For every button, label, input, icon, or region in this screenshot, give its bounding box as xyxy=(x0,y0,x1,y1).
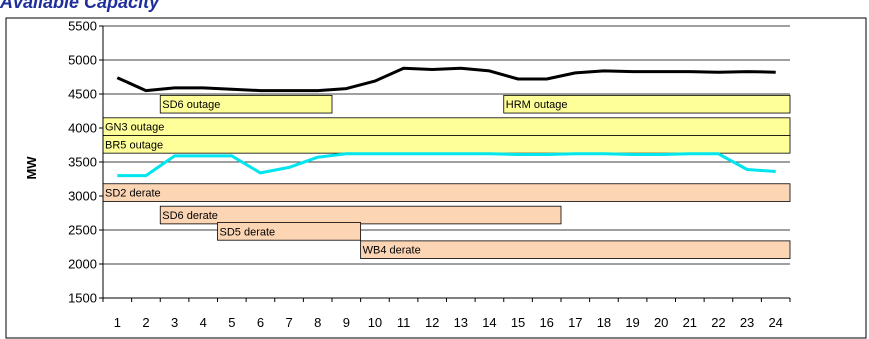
outage-bar-rect xyxy=(102,117,791,136)
outage-layer: SD6 outage HRM outage GN3 outage BR5 outage… xyxy=(102,94,791,259)
x-tick-label: 13 xyxy=(454,315,468,330)
outage-bar-rect xyxy=(159,205,562,225)
chart-title: Available Capacity xyxy=(0,0,160,12)
outage-bar-label: BR5 outage xyxy=(105,139,163,151)
outage-bar-label: SD5 derate xyxy=(220,226,276,238)
x-tick-label: 2 xyxy=(142,315,149,330)
y-tick-label: 3500 xyxy=(68,155,97,170)
outage-bar-rect xyxy=(503,94,791,114)
x-tick-label: 11 xyxy=(397,315,411,330)
x-tick-label: 9 xyxy=(343,315,350,330)
outage-bar: SD2 derate xyxy=(102,183,791,202)
outage-bar-rect xyxy=(360,240,791,259)
x-tick-label: 10 xyxy=(368,315,382,330)
x-tick-label: 5 xyxy=(228,315,235,330)
y-tick-label: 2500 xyxy=(68,223,97,238)
outage-bar-label: SD6 derate xyxy=(162,210,218,222)
outage-bar: HRM outage xyxy=(503,94,791,114)
y-axis-label: MW xyxy=(24,156,39,180)
outage-bar-label: WB4 derate xyxy=(363,245,421,257)
outage-bar-rect xyxy=(102,183,791,202)
x-tick-label: 24 xyxy=(768,315,782,330)
outage-bar: SD6 derate xyxy=(159,205,562,225)
x-tick-label: 23 xyxy=(740,315,754,330)
x-tick-label: 16 xyxy=(539,315,553,330)
y-tick-label: 5000 xyxy=(68,53,97,68)
outage-bar: SD6 outage xyxy=(159,94,333,114)
x-tick-label: 12 xyxy=(425,315,439,330)
y-tick-label: 1500 xyxy=(68,291,97,306)
y-tick-label: 4000 xyxy=(68,121,97,136)
outage-bar-label: GN3 outage xyxy=(105,122,164,134)
outage-bar-label: SD6 outage xyxy=(162,99,220,111)
series-layer xyxy=(116,66,776,178)
outage-bar: BR5 outage xyxy=(102,135,791,154)
series-line-2 xyxy=(117,152,776,178)
outage-bar-label: HRM outage xyxy=(506,99,568,111)
x-tick-label: 19 xyxy=(625,315,639,330)
outage-bar-rect xyxy=(102,135,791,154)
outage-bar: WB4 derate xyxy=(360,240,791,259)
outage-bar: SD5 derate xyxy=(217,222,362,241)
outage-bar-rect xyxy=(159,94,333,114)
x-tick-label: 6 xyxy=(257,315,264,330)
x-tick-label: 15 xyxy=(511,315,525,330)
outage-bar-rect xyxy=(217,222,362,241)
y-tick-label: 5500 xyxy=(68,19,97,34)
x-tick-label: 20 xyxy=(654,315,668,330)
y-tick-label: 2000 xyxy=(68,257,97,272)
x-tick-label: 21 xyxy=(683,315,697,330)
x-tick-label: 1 xyxy=(114,315,121,330)
x-tick-label: 8 xyxy=(314,315,321,330)
y-tick-label: 3000 xyxy=(68,189,97,204)
outage-bar: GN3 outage xyxy=(102,117,791,136)
x-tick-label: 17 xyxy=(568,315,582,330)
x-tick-label: 7 xyxy=(285,315,292,330)
x-tick-label: 18 xyxy=(597,315,611,330)
outage-bar-label: SD2 derate xyxy=(105,188,161,200)
series-line-1 xyxy=(116,66,776,93)
x-tick-label: 4 xyxy=(200,315,207,330)
x-tick-label: 22 xyxy=(711,315,725,330)
title-layer: Available Capacity xyxy=(0,0,160,12)
x-tick-label: 14 xyxy=(482,315,496,330)
x-tick-label: 3 xyxy=(171,315,178,330)
y-tick-label: 4500 xyxy=(68,87,97,102)
chart-area-border xyxy=(5,17,867,339)
